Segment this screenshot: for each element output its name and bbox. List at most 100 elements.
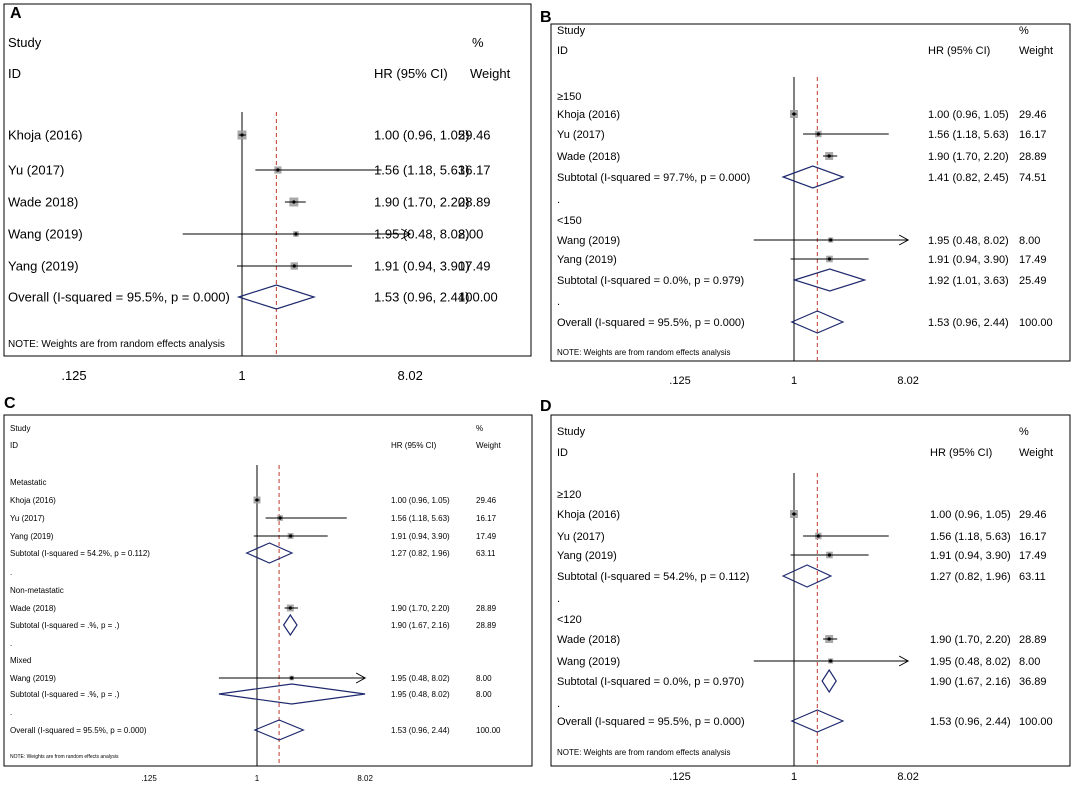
weights-note: NOTE: Weights are from random effects an… [557, 348, 731, 357]
point-estimate [290, 676, 294, 680]
weight-value: 100.00 [1019, 317, 1053, 329]
weight-value: 16.17 [476, 514, 497, 523]
row-subtotal: Subtotal (I-squared = 54.2%, p = 0.112) 1… [557, 564, 1046, 588]
header-study: Study [557, 25, 586, 37]
row-overall: Overall (I-squared = 95.5%, p = 0.000) 1.… [8, 284, 498, 310]
point-estimate [292, 264, 296, 268]
row-dot: . [10, 708, 12, 717]
point-estimate [827, 154, 831, 158]
weight-value: 17.49 [476, 532, 497, 541]
header-study: Study [557, 426, 586, 438]
header-study: Study [8, 35, 42, 50]
ci-arrow [898, 234, 910, 246]
hr-ci-value: 1.90 (1.70, 2.20) [928, 151, 1009, 163]
ci-arrow [355, 672, 367, 684]
subtotal-diamond [282, 613, 298, 637]
point-estimate [255, 498, 259, 502]
row-overall: Overall (I-squared = 95.5%, p = 0.000) 1.… [557, 709, 1053, 733]
weights-note: NOTE: Weights are from random effects an… [8, 339, 225, 350]
panel-letter: D [540, 398, 552, 415]
study-label: Wang (2019) [557, 235, 620, 247]
weight-value: 16.17 [1019, 531, 1047, 543]
subtotal-diamond [781, 564, 833, 588]
hr-ci-value: 1.90 (1.70, 2.20) [391, 604, 450, 613]
subtotal-label: Subtotal (I-squared = 0.0%, p = 0.970) [557, 676, 744, 688]
hr-ci-value: 1.91 (0.94, 3.90) [374, 259, 469, 274]
study-label: Yang (2019) [10, 532, 54, 541]
header-hr-ci: HR (95% CI) [928, 45, 990, 57]
weights-note: NOTE: Weights are from random effects an… [557, 748, 731, 757]
subtotal-label: Subtotal (I-squared = .%, p = .) [10, 690, 120, 699]
weight-value: 28.89 [458, 195, 491, 210]
x-tick-label: .125 [61, 368, 86, 383]
overall-diamond [253, 719, 305, 741]
study-label: Yu (2017) [10, 514, 45, 523]
panel-frame [3, 3, 532, 357]
x-tick-label: 8.02 [897, 771, 918, 783]
hr-ci-value: 1.95 (0.48, 8.02) [374, 227, 469, 242]
study-label: Wang (2019) [8, 227, 83, 242]
row-study: Yang (2019) 1.91 (0.94, 3.90)17.49 [8, 259, 491, 274]
hr-ci-value: 1.00 (0.96, 1.05) [391, 496, 450, 505]
hr-ci-value: 1.92 (1.01, 3.63) [928, 275, 1009, 287]
row-study: Wang (2019)1.95 (0.48, 8.02)8.00 [10, 672, 492, 684]
point-estimate [294, 232, 298, 236]
header-weight: Weight [470, 66, 511, 81]
row-study: Wang (2019) 1.95 (0.48, 8.02)8.00 [8, 227, 483, 242]
row-subtotal: Subtotal (I-squared = 0.0%, p = 0.970) 1.… [557, 668, 1047, 694]
hr-ci-value: 1.56 (1.18, 5.63) [391, 514, 450, 523]
group-label: <150 [557, 215, 582, 227]
study-label: Khoja (2016) [557, 509, 620, 521]
subtotal-label: Subtotal (I-squared = 0.0%, p = 0.979) [557, 275, 744, 287]
x-tick-label: 1 [791, 771, 797, 783]
hr-ci-value: 1.41 (0.82, 2.45) [928, 172, 1009, 184]
row-subtotal: Subtotal (I-squared = .%, p = .) 1.90 (1.… [10, 613, 497, 637]
group-label: Non-metastatic [10, 586, 64, 595]
overall-diamond [790, 709, 845, 733]
hr-ci-value: 1.95 (0.48, 8.02) [391, 674, 450, 683]
subtotal-diamond [218, 683, 366, 705]
study-label: Wang (2019) [557, 656, 620, 668]
point-estimate [827, 257, 832, 261]
hr-ci-value: 1.53 (0.96, 2.44) [391, 726, 450, 735]
hr-ci-value: 1.27 (0.82, 1.96) [391, 549, 450, 558]
row-dot: . [10, 568, 12, 577]
row-study: Wang (2019)1.95 (0.48, 8.02)8.00 [557, 655, 1040, 668]
weight-value: 28.89 [1019, 634, 1047, 646]
row-study: Khoja (2016) 1.00 (0.96, 1.05) 29.46 [557, 109, 1047, 121]
header-percent: % [1019, 426, 1029, 438]
x-tick-label: 1 [255, 774, 260, 783]
point-estimate [792, 112, 796, 116]
row-subtotal: Subtotal (I-squared = .%, p = .) 1.95 (0.… [10, 683, 492, 705]
study-label: Wade 2018) [8, 195, 78, 210]
point-estimate [289, 534, 293, 538]
panel-letter: A [10, 5, 22, 22]
study-label: Yang (2019) [557, 550, 617, 562]
row-dot: . [557, 296, 560, 308]
hr-ci-value: 1.53 (0.96, 2.44) [928, 317, 1009, 329]
weight-value: 25.49 [1019, 275, 1047, 287]
weight-value: 29.46 [458, 128, 491, 143]
ci-arrow [898, 655, 910, 667]
weights-note: NOTE: Weights are from random effects an… [10, 754, 119, 760]
weight-value: 8.00 [1019, 656, 1040, 668]
point-estimate [827, 637, 831, 641]
hr-ci-value: 1.00 (0.96, 1.05) [374, 128, 469, 143]
x-tick-label: 8.02 [398, 368, 423, 383]
weight-value: 8.00 [458, 227, 483, 242]
weight-value: 100.00 [476, 726, 501, 735]
weight-value: 28.89 [476, 604, 497, 613]
subtotal-label: Subtotal (I-squared = 54.2%, p = 0.112) [557, 571, 749, 583]
weight-value: 29.46 [1019, 109, 1047, 121]
header-id: ID [10, 441, 18, 450]
row-study: Wang (2019)1.95 (0.48, 8.02)8.00 [557, 234, 1040, 247]
point-estimate [816, 534, 820, 538]
subtotal-diamond [792, 268, 867, 292]
row-study: Yu (2017) 1.56 (1.18, 5.63) 16.17 [10, 514, 497, 523]
hr-ci-value: 1.90 (1.67, 2.16) [391, 621, 450, 630]
hr-ci-value: 1.53 (0.96, 2.44) [930, 716, 1011, 728]
row-study: Wade (2018) 1.90 (1.70, 2.20) 28.89 [557, 634, 1047, 646]
weight-value: 28.89 [1019, 151, 1047, 163]
